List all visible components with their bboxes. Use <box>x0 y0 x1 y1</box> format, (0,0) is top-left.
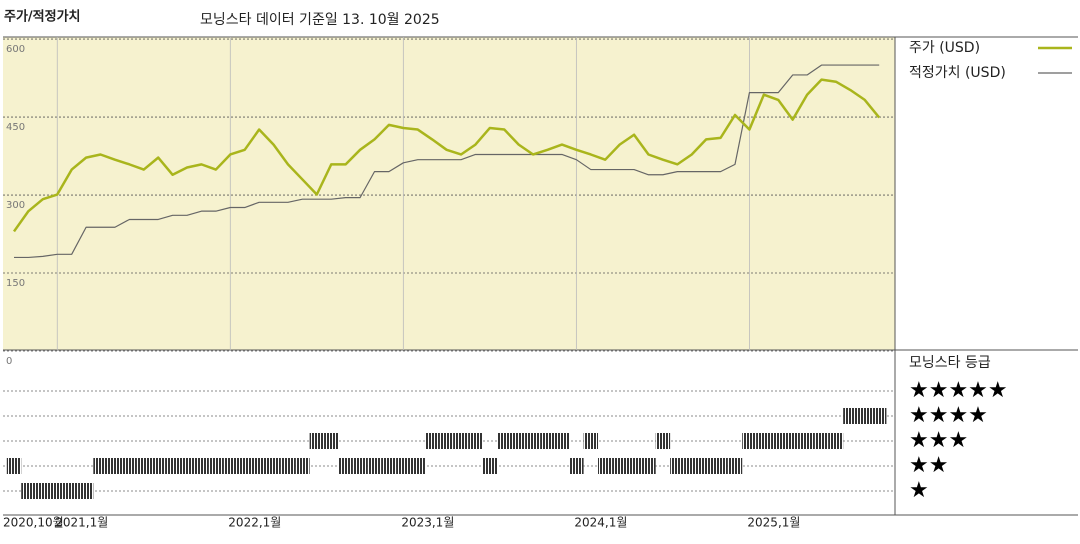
rating-mark <box>612 458 627 474</box>
rating-mark <box>756 433 772 449</box>
rating-mark <box>525 433 541 449</box>
rating-mark <box>179 458 195 474</box>
y-tick-label: 300 <box>6 200 25 211</box>
series-line <box>14 64 880 259</box>
rating-mark <box>497 433 512 449</box>
rating-mark <box>857 408 872 424</box>
rating-mark <box>396 458 411 474</box>
rating-mark <box>799 433 815 449</box>
rating-label: ★★ <box>909 453 948 478</box>
rating-mark <box>237 458 252 474</box>
rating-mark <box>468 433 483 449</box>
x-tick-label: 2024,1월 <box>574 516 627 530</box>
rating-mark <box>828 433 844 449</box>
legend-label: 주가 (USD) <box>909 40 980 56</box>
rating-mark <box>6 458 22 474</box>
x-tick-label: 2022,1월 <box>228 516 281 530</box>
rating-mark <box>280 458 296 474</box>
rating-mark <box>511 433 526 449</box>
rating-mark <box>338 458 353 474</box>
rating-mark <box>583 433 599 449</box>
rating-mark <box>78 483 94 499</box>
rating-mark <box>381 458 397 474</box>
rating-mark <box>107 458 123 474</box>
y-tick-label: 150 <box>6 278 25 289</box>
x-tick-label: 2020,10월 <box>3 516 64 530</box>
plot-background <box>3 37 895 350</box>
series-line <box>12 78 881 233</box>
chart-subtitle: 모닝스타 데이터 기준일 13. 10월 2025 <box>200 12 440 28</box>
rating-mark <box>670 458 685 474</box>
rating-mark <box>742 433 757 449</box>
rating-label: ★ <box>909 478 929 503</box>
rating-label: ★★★ <box>909 428 968 453</box>
rating-mark <box>122 458 137 474</box>
rating-mark <box>540 433 555 449</box>
x-tick-label: 2021,1월 <box>55 516 108 530</box>
rating-mark <box>352 458 368 474</box>
y-tick-label: 0 <box>6 356 12 367</box>
rating-mark <box>598 458 613 474</box>
rating-mark <box>266 458 281 474</box>
rating-mark <box>208 458 224 474</box>
rating-mark <box>21 483 36 499</box>
x-tick-label: 2023,1월 <box>401 516 454 530</box>
rating-mark <box>410 458 425 474</box>
rating-mark <box>554 433 570 449</box>
frame <box>3 36 1078 516</box>
rating-mark <box>785 433 800 449</box>
rating-mark <box>771 433 786 449</box>
rating-mark <box>50 483 65 499</box>
rating-mark <box>136 458 151 474</box>
legend-label: 적정가치 (USD) <box>909 65 1006 81</box>
rating-label: ★★★★ <box>909 403 988 428</box>
rating-mark <box>309 433 325 449</box>
rating-mark <box>194 458 209 474</box>
rating-mark <box>698 458 714 474</box>
rating-mark <box>64 483 79 499</box>
rating-mark <box>814 433 829 449</box>
rating-mark <box>843 408 858 424</box>
rating-mark <box>35 483 51 499</box>
rating-mark <box>367 458 382 474</box>
rating-mark <box>641 458 656 474</box>
rating-mark <box>295 458 310 474</box>
rating-mark <box>151 458 166 474</box>
rating-mark <box>453 433 469 449</box>
rating-mark <box>569 458 584 474</box>
y-tick-label: 450 <box>6 122 25 133</box>
rating-label: ★★★★★ <box>909 378 1008 403</box>
y-tick-label: 600 <box>6 44 25 55</box>
rating-title: 모닝스타 등급 <box>909 355 991 371</box>
rating-mark <box>713 458 728 474</box>
rating-mark <box>872 408 887 424</box>
rating-mark <box>626 458 642 474</box>
rating-mark <box>655 433 671 449</box>
rating-mark <box>424 433 440 449</box>
rating-mark <box>439 433 454 449</box>
chart-title: 주가/적정가치 <box>4 9 81 25</box>
rating-mark <box>93 458 108 474</box>
rating-mark <box>223 458 238 474</box>
rating-mark <box>482 458 498 474</box>
x-tick-label: 2025,1월 <box>747 516 800 530</box>
rating-mark <box>251 458 267 474</box>
rating-mark <box>684 458 699 474</box>
rating-mark <box>324 433 339 449</box>
rating-mark <box>727 458 743 474</box>
rating-mark <box>165 458 180 474</box>
